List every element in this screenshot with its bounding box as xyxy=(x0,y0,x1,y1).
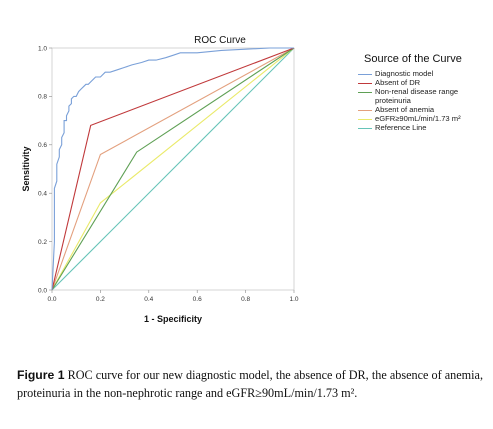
series-layer xyxy=(51,47,295,291)
legend-label: Absent of anemia xyxy=(375,105,435,114)
series-line-reference-line xyxy=(51,47,295,291)
legend-label: Absent of DR xyxy=(375,78,421,87)
legend-item: Diagnostic model xyxy=(358,69,490,78)
legend-label: eGFR≥90mL/min/1.73 m² xyxy=(375,114,461,123)
x-tick-label: 0.0 xyxy=(47,296,56,303)
legend-label: Non-renal disease range proteinuria xyxy=(375,87,459,105)
caption-text: ROC curve for our new diagnostic model, … xyxy=(17,368,484,400)
figure-caption: Figure 1 ROC curve for our new diagnosti… xyxy=(17,366,483,402)
legend-swatch xyxy=(358,92,372,93)
y-tick-label: 1.0 xyxy=(38,45,47,52)
legend-swatch xyxy=(358,119,372,120)
legend-label: Reference Line xyxy=(375,123,427,132)
y-tick-label: 0.8 xyxy=(38,94,47,101)
series-line-non-renal-disease-range-proteinuria xyxy=(51,47,295,291)
legend-swatch xyxy=(358,110,372,111)
x-tick-label: 1.0 xyxy=(289,296,298,303)
y-tick-label: 0.2 xyxy=(38,239,47,246)
x-tick-label: 0.8 xyxy=(241,296,250,303)
axis-layer: 0.0 0.2 0.4 0.6 0.8 1.0 0.0 0.2 0.4 0.6 0.8 1.0 xyxy=(38,45,299,303)
x-axis-label: 1 - Specificity xyxy=(144,314,202,324)
legend-item: Absent of anemia xyxy=(358,105,490,114)
x-tick-label: 0.2 xyxy=(96,296,105,303)
legend-title: Source of the Curve xyxy=(364,53,462,65)
legend-item: eGFR≥90mL/min/1.73 m² xyxy=(358,114,490,123)
legend-item: Reference Line xyxy=(358,123,490,132)
y-tick-label: 0.4 xyxy=(38,191,47,198)
plot-frame xyxy=(51,47,295,291)
legend-item: Absent of DR xyxy=(358,78,490,87)
x-tick-label: 0.6 xyxy=(193,296,202,303)
y-tick-label: 0.6 xyxy=(38,142,47,149)
chart-title: ROC Curve xyxy=(194,35,246,46)
y-axis-label: Sensitivity xyxy=(21,146,31,191)
legend: Diagnostic model Absent of DR Non-renal di… xyxy=(358,69,490,132)
series-line-absent-of-anemia xyxy=(51,47,295,291)
series-line-absent-of-dr xyxy=(51,47,295,291)
legend-swatch xyxy=(358,128,372,129)
legend-label: Diagnostic model xyxy=(375,69,434,78)
legend-swatch xyxy=(358,74,372,75)
series-line-egfr-90ml-min-1-73-m xyxy=(51,47,295,291)
caption-label: Figure 1 xyxy=(17,368,65,382)
legend-swatch xyxy=(358,83,372,84)
x-tick-label: 0.4 xyxy=(144,296,153,303)
series-line-diagnostic-model xyxy=(51,47,294,291)
legend-item: Non-renal disease range proteinuria xyxy=(358,87,490,105)
y-tick-label: 0.0 xyxy=(38,287,47,294)
